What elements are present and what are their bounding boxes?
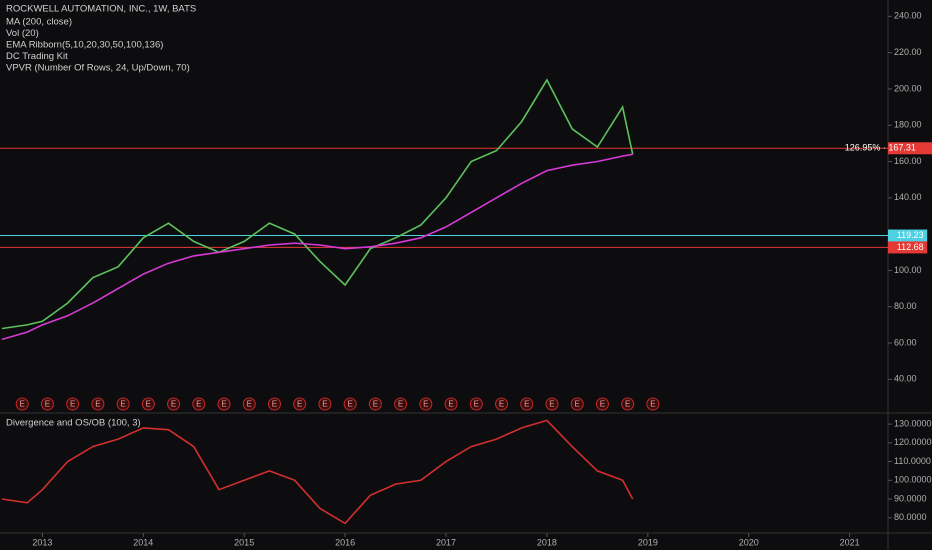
event-label: E	[423, 400, 428, 409]
event-label: E	[448, 400, 453, 409]
event-label: E	[221, 400, 226, 409]
y-tick-label: 180.00	[894, 120, 922, 130]
event-marker	[444, 397, 458, 411]
y-tick-label: 140.00	[894, 192, 922, 202]
event-marker	[520, 397, 534, 411]
event-marker	[66, 397, 80, 411]
event-label: E	[45, 400, 50, 409]
event-marker	[217, 397, 231, 411]
event-marker	[192, 397, 206, 411]
price-tag: 126.95% · 167.31	[845, 143, 916, 153]
event-marker	[167, 397, 181, 411]
event-label: E	[297, 400, 302, 409]
event-label: E	[373, 400, 378, 409]
event-marker	[469, 397, 483, 411]
price-tag-box	[888, 241, 928, 254]
event-label: E	[272, 400, 277, 409]
event-marker	[141, 397, 155, 411]
legend-line: VPVR (Number Of Rows, 24, Up/Down, 70)	[6, 63, 190, 74]
event-label: E	[322, 400, 327, 409]
event-label: E	[650, 400, 655, 409]
event-label: E	[524, 400, 529, 409]
event-marker	[419, 397, 433, 411]
y-tick-label: 90.0000	[894, 493, 927, 503]
y-tick-label: 130.0000	[894, 418, 932, 428]
event-label: E	[247, 400, 252, 409]
event-marker	[368, 397, 382, 411]
x-tick-label: 2019	[638, 537, 658, 547]
event-marker	[621, 397, 635, 411]
price-tag: 119.23	[897, 230, 924, 240]
chart-title: ROCKWELL AUTOMATION, INC., 1W, BATS	[6, 4, 196, 15]
event-label: E	[347, 400, 352, 409]
event-label: E	[171, 400, 176, 409]
x-tick-label: 2020	[739, 537, 759, 547]
event-marker	[293, 397, 307, 411]
x-tick-label: 2018	[537, 537, 557, 547]
event-marker	[545, 397, 559, 411]
x-tick-label: 2013	[32, 537, 52, 547]
event-label: E	[120, 400, 125, 409]
y-tick-label: 220.00	[894, 47, 922, 57]
y-tick-label: 40.00	[894, 374, 917, 384]
event-label: E	[196, 400, 201, 409]
event-marker	[318, 397, 332, 411]
x-tick-label: 2016	[335, 537, 355, 547]
event-marker	[394, 397, 408, 411]
y-tick-label: 100.0000	[894, 475, 932, 485]
event-marker	[116, 397, 130, 411]
event-marker	[91, 397, 105, 411]
event-marker	[40, 397, 54, 411]
series-line	[1, 419, 634, 525]
y-tick-label: 200.00	[894, 83, 922, 93]
y-tick-label: 100.00	[894, 265, 922, 275]
y-tick-label: 110.0000	[894, 456, 931, 466]
event-label: E	[575, 400, 580, 409]
y-tick-label: 60.00	[894, 337, 917, 347]
y-tick-label: 160.00	[894, 156, 922, 166]
event-label: E	[499, 400, 504, 409]
series-line	[1, 78, 634, 330]
legend-line: DC Trading Kit	[6, 51, 68, 62]
event-label: E	[95, 400, 100, 409]
series-line	[1, 153, 633, 341]
event-label: E	[549, 400, 554, 409]
event-marker	[267, 397, 281, 411]
x-tick-label: 2015	[234, 537, 254, 547]
event-label: E	[20, 400, 25, 409]
x-tick-label: 2017	[436, 537, 456, 547]
event-label: E	[70, 400, 75, 409]
y-tick-label: 240.00	[894, 11, 922, 21]
event-label: E	[146, 400, 151, 409]
x-tick-label: 2021	[840, 537, 860, 547]
event-marker	[242, 397, 256, 411]
event-label: E	[600, 400, 605, 409]
price-tag-box	[888, 142, 932, 155]
event-marker	[646, 397, 660, 411]
y-tick-label: 80.0000	[894, 512, 927, 522]
price-tag: 112.68	[897, 242, 924, 252]
event-label: E	[474, 400, 479, 409]
indicator-title: Divergence and OS/OB (100, 3)	[6, 418, 141, 429]
y-tick-label: 120.0000	[894, 437, 932, 447]
event-label: E	[398, 400, 403, 409]
legend-line: Vol (20)	[6, 28, 39, 39]
price-tag-box	[888, 229, 928, 242]
event-marker	[570, 397, 584, 411]
event-marker	[15, 397, 29, 411]
event-label: E	[625, 400, 630, 409]
event-marker	[495, 397, 509, 411]
y-tick-label: 80.00	[894, 301, 917, 311]
legend-line: MA (200, close)	[6, 17, 72, 28]
event-marker	[343, 397, 357, 411]
legend-line: EMA Ribborn(5,10,20,30,50,100,136)	[6, 40, 163, 51]
x-tick-label: 2014	[133, 537, 153, 547]
event-marker	[595, 397, 609, 411]
